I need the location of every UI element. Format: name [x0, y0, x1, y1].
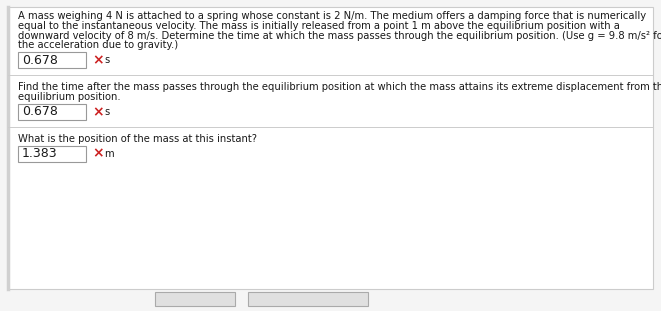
- FancyBboxPatch shape: [18, 52, 86, 68]
- Text: the acceleration due to gravity.): the acceleration due to gravity.): [18, 40, 178, 50]
- Text: 0.678: 0.678: [22, 105, 58, 118]
- Text: equal to the instantaneous velocity. The mass is initially released from a point: equal to the instantaneous velocity. The…: [18, 21, 620, 31]
- Text: s: s: [104, 55, 109, 65]
- Text: ×: ×: [92, 53, 104, 67]
- FancyBboxPatch shape: [248, 292, 368, 306]
- Text: A mass weighing 4 N is attached to a spring whose constant is 2 N/m. The medium : A mass weighing 4 N is attached to a spr…: [18, 11, 646, 21]
- Text: s: s: [104, 107, 109, 117]
- Text: ×: ×: [92, 105, 104, 119]
- Text: downward velocity of 8 m/s. Determine the time at which the mass passes through : downward velocity of 8 m/s. Determine th…: [18, 30, 661, 41]
- FancyBboxPatch shape: [8, 7, 653, 289]
- Text: What is the position of the mass at this instant?: What is the position of the mass at this…: [18, 134, 257, 144]
- FancyBboxPatch shape: [18, 146, 86, 162]
- Text: 1.383: 1.383: [22, 147, 58, 160]
- Text: ×: ×: [92, 146, 104, 160]
- Text: m: m: [104, 149, 114, 159]
- FancyBboxPatch shape: [18, 104, 86, 120]
- FancyBboxPatch shape: [155, 292, 235, 306]
- Text: 0.678: 0.678: [22, 54, 58, 67]
- Text: equilibrium position.: equilibrium position.: [18, 92, 120, 102]
- Text: Find the time after the mass passes through the equilibrium position at which th: Find the time after the mass passes thro…: [18, 82, 661, 92]
